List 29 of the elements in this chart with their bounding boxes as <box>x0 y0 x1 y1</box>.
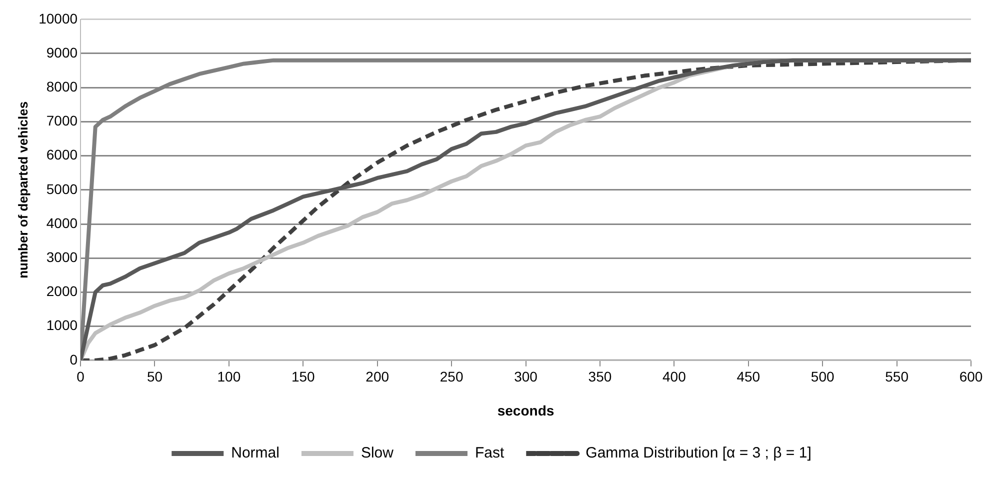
x-tick-label: 450 <box>736 368 760 385</box>
y-tick-label: 3000 <box>46 248 78 265</box>
x-tick-label: 350 <box>588 368 612 385</box>
y-tick-label: 9000 <box>46 44 78 60</box>
y-tick-label: 2000 <box>46 283 78 300</box>
legend-label: Normal <box>231 444 280 462</box>
y-tick-label: 0 <box>70 351 78 368</box>
x-tick-label: 150 <box>291 368 316 385</box>
x-tick-label: 300 <box>514 368 538 385</box>
x-tick-label: 400 <box>662 368 686 385</box>
x-tick-label: 500 <box>810 368 834 385</box>
legend-label: Fast <box>474 444 505 462</box>
legend-label: Gamma Distribution [α = 3 ; β = 1] <box>586 444 812 462</box>
x-tick-label: 100 <box>217 368 241 385</box>
legend-label: Slow <box>360 444 394 462</box>
y-tick-label: 1000 <box>46 317 78 334</box>
y-tick-label: 8000 <box>46 78 78 94</box>
x-axis-title: seconds <box>497 402 554 418</box>
y-tick-label: 5000 <box>46 180 78 197</box>
x-tick-label: 250 <box>440 368 464 385</box>
x-tick-label: 550 <box>885 368 909 385</box>
y-tick-label: 10000 <box>38 10 78 26</box>
y-axis-title: number of departed vehicles <box>15 101 30 278</box>
x-tick-label: 50 <box>146 368 163 385</box>
x-tick-label: 600 <box>959 368 983 385</box>
y-tick-label: 7000 <box>46 112 78 129</box>
y-tick-label: 6000 <box>46 146 78 163</box>
y-tick-label: 4000 <box>46 214 78 231</box>
x-tick-label: 200 <box>366 368 390 385</box>
